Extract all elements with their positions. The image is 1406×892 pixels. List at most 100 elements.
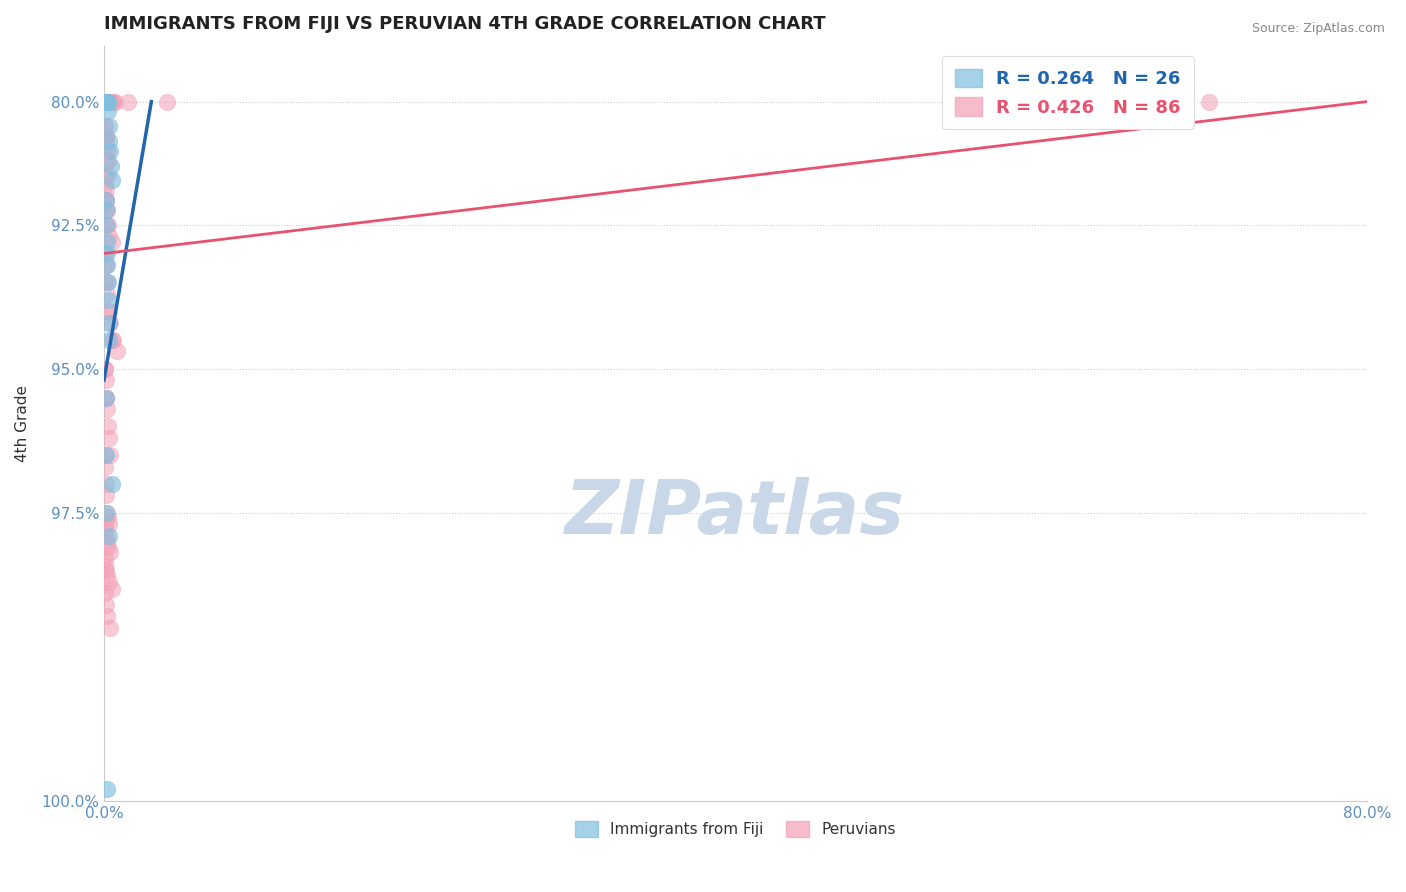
- Point: [105, 344, 128, 359]
- Point: [98, 95, 121, 109]
- Point: [94, 129, 117, 144]
- Point: [94, 361, 117, 376]
- Point: [94, 95, 117, 109]
- Point: [98, 621, 121, 635]
- Point: [97, 529, 120, 543]
- Point: [101, 582, 124, 596]
- Point: [97, 510, 120, 524]
- Point: [94, 522, 117, 536]
- Point: [96, 95, 118, 109]
- Point: [96, 246, 118, 260]
- Point: [94, 563, 117, 577]
- Point: [97, 153, 120, 168]
- Point: [94, 129, 117, 144]
- Point: [94, 120, 117, 134]
- Point: [94, 120, 117, 134]
- Point: [97, 95, 120, 109]
- Text: Source: ZipAtlas.com: Source: ZipAtlas.com: [1251, 22, 1385, 36]
- Point: [94, 517, 117, 532]
- Point: [96, 95, 118, 109]
- Point: [94, 391, 117, 405]
- Point: [96, 153, 118, 168]
- Point: [96, 275, 118, 289]
- Point: [1198, 95, 1220, 109]
- Point: [96, 134, 118, 148]
- Point: [94, 373, 117, 387]
- Point: [97, 541, 120, 555]
- Point: [98, 229, 121, 244]
- Point: [97, 431, 120, 445]
- Point: [94, 448, 117, 462]
- Point: [98, 144, 121, 158]
- Point: [101, 235, 124, 249]
- Point: [94, 558, 117, 573]
- Point: [96, 95, 118, 109]
- Point: [156, 95, 179, 109]
- Point: [94, 193, 117, 207]
- Point: [96, 568, 118, 582]
- Point: [101, 95, 124, 109]
- Point: [96, 95, 118, 109]
- Point: [96, 488, 118, 502]
- Point: [94, 477, 117, 491]
- Point: [94, 391, 117, 405]
- Point: [101, 333, 124, 347]
- Point: [94, 95, 117, 109]
- Point: [96, 258, 118, 272]
- Point: [96, 218, 118, 232]
- Point: [97, 293, 120, 307]
- Point: [94, 529, 117, 543]
- Point: [94, 448, 117, 462]
- Point: [94, 258, 117, 272]
- Point: [97, 316, 120, 330]
- Point: [97, 95, 120, 109]
- Point: [96, 535, 118, 549]
- Point: [96, 506, 118, 520]
- Point: [96, 218, 118, 232]
- Point: [97, 95, 120, 109]
- Point: [97, 304, 120, 318]
- Point: [98, 333, 121, 347]
- Point: [96, 782, 118, 797]
- Point: [94, 178, 117, 193]
- Legend: Immigrants from Fiji, Peruvians: Immigrants from Fiji, Peruvians: [565, 812, 905, 847]
- Point: [94, 95, 117, 109]
- Point: [96, 95, 118, 109]
- Point: [103, 95, 125, 109]
- Point: [94, 552, 117, 566]
- Point: [96, 506, 118, 520]
- Point: [94, 95, 117, 109]
- Point: [94, 246, 117, 260]
- Point: [97, 104, 120, 119]
- Point: [94, 246, 117, 260]
- Point: [96, 286, 118, 301]
- Point: [96, 202, 118, 217]
- Text: IMMIGRANTS FROM FIJI VS PERUVIAN 4TH GRADE CORRELATION CHART: IMMIGRANTS FROM FIJI VS PERUVIAN 4TH GRA…: [104, 15, 825, 33]
- Point: [96, 193, 118, 207]
- Point: [96, 144, 118, 158]
- Point: [97, 574, 120, 589]
- Point: [100, 159, 122, 173]
- Point: [98, 517, 121, 532]
- Point: [96, 95, 118, 109]
- Point: [96, 95, 118, 109]
- Point: [97, 275, 120, 289]
- Point: [97, 169, 120, 183]
- Point: [98, 95, 121, 109]
- Point: [96, 609, 118, 624]
- Point: [104, 95, 127, 109]
- Point: [94, 586, 117, 600]
- Point: [94, 183, 117, 197]
- Point: [96, 402, 118, 417]
- Point: [98, 545, 121, 559]
- Point: [94, 193, 117, 207]
- Point: [98, 134, 121, 148]
- Point: [103, 333, 125, 347]
- Point: [98, 316, 121, 330]
- Point: [97, 120, 120, 134]
- Point: [96, 275, 118, 289]
- Point: [94, 459, 117, 474]
- Point: [97, 419, 120, 434]
- Point: [94, 258, 117, 272]
- Point: [94, 361, 117, 376]
